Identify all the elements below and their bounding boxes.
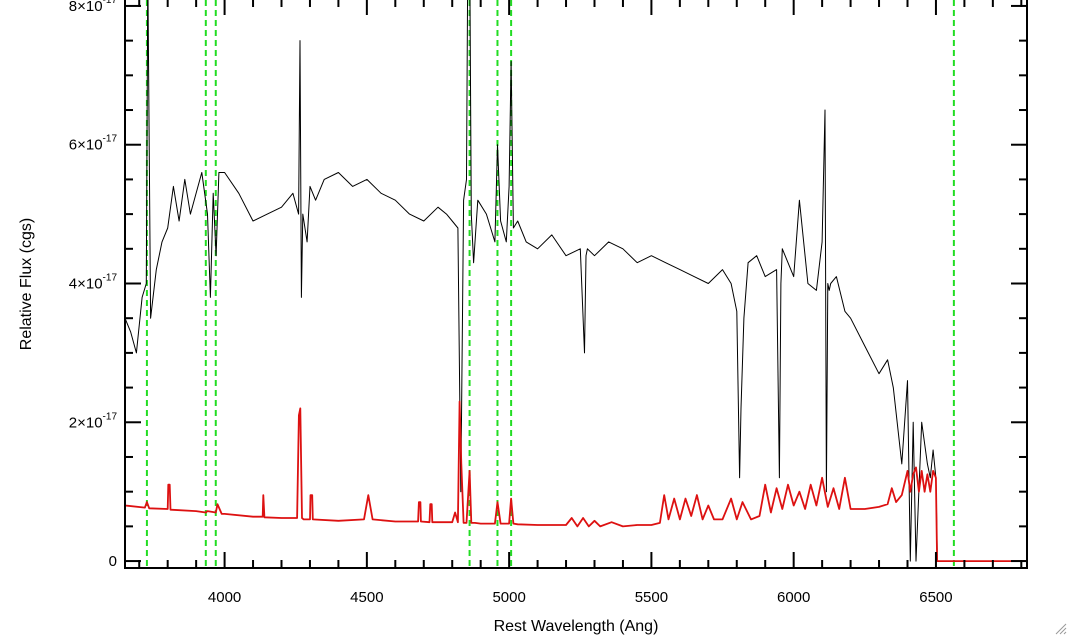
y-tick-label: 8×10-17 bbox=[69, 0, 118, 15]
x-tick-label: 4500 bbox=[350, 589, 383, 606]
model-spectrum-line bbox=[125, 400, 1027, 562]
y-tick-label: 2×10-17 bbox=[69, 411, 118, 431]
plot-frame bbox=[124, 0, 1028, 569]
x-tick-label: 6000 bbox=[777, 589, 810, 606]
emission-line-markers bbox=[145, 0, 955, 568]
x-tick-labels: 4000 4500 5000 5500 6000 6500 bbox=[208, 589, 953, 606]
x-tick-label: 5000 bbox=[492, 589, 525, 606]
x-tick-label: 6500 bbox=[919, 589, 952, 606]
observed-spectrum-line bbox=[125, 0, 1027, 562]
y-tick-labels: 0 2×10-17 4×10-17 6×10-17 8×10-17 bbox=[69, 0, 118, 570]
resize-grip-icon[interactable] bbox=[1053, 621, 1067, 635]
x-tick-label: 5500 bbox=[635, 589, 668, 606]
y-axis-title: Relative Flux (cgs) bbox=[18, 218, 35, 350]
spectrum-series bbox=[125, 0, 1027, 562]
y-tick-label: 0 bbox=[109, 553, 117, 570]
y-tick-label: 6×10-17 bbox=[69, 134, 118, 154]
axis-ticks bbox=[125, 0, 1027, 568]
y-tick-label: 4×10-17 bbox=[69, 273, 118, 293]
x-axis-title: Rest Wavelength (Ang) bbox=[494, 618, 659, 635]
x-tick-label: 4000 bbox=[208, 589, 241, 606]
